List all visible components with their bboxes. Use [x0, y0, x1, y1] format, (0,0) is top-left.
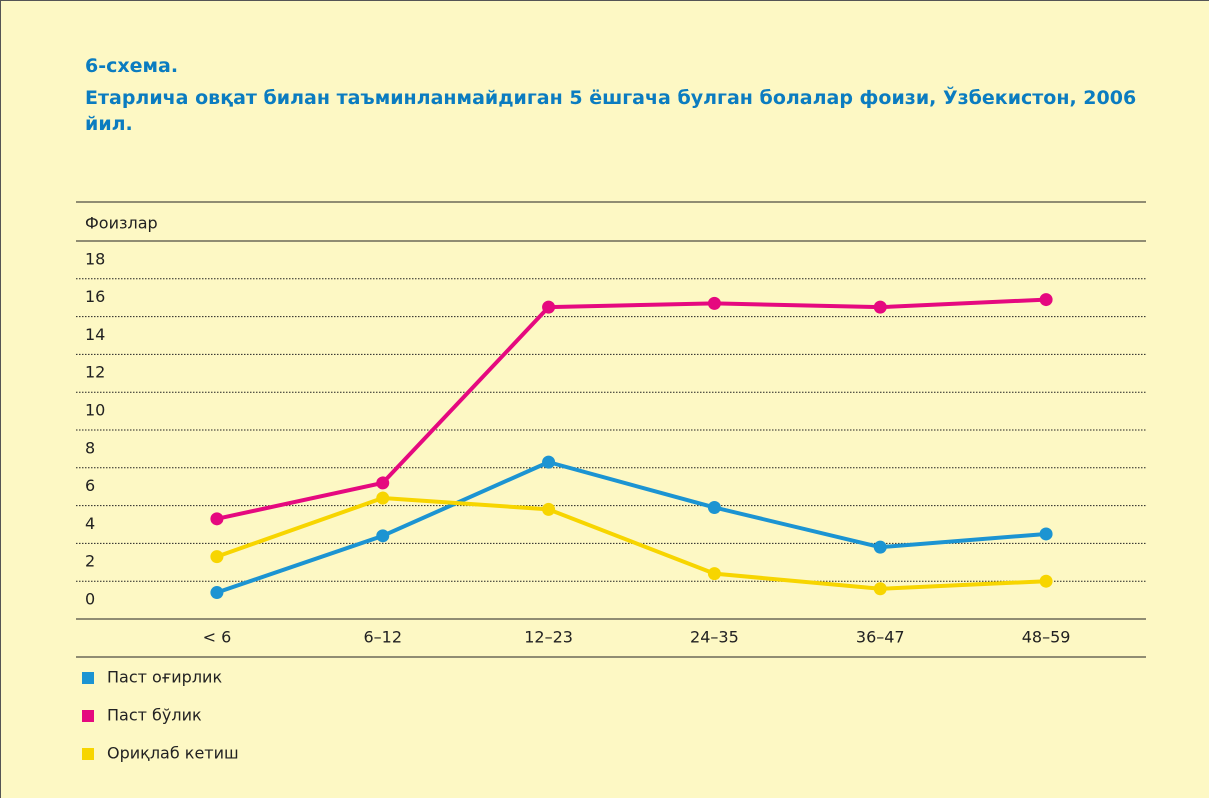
- data-point: [376, 491, 390, 505]
- data-point: [542, 455, 556, 469]
- y-tick-label: 6: [85, 476, 95, 495]
- data-point: [707, 567, 721, 581]
- data-point: [542, 300, 556, 314]
- legend-swatch: [82, 672, 94, 684]
- data-point: [210, 586, 224, 600]
- data-point: [542, 502, 556, 516]
- x-tick-label: 36–47: [856, 628, 905, 647]
- data-point: [1039, 574, 1053, 588]
- data-point: [210, 512, 224, 526]
- y-tick-label: 18: [85, 249, 105, 268]
- data-point: [873, 300, 887, 314]
- y-tick-label: 12: [85, 363, 105, 382]
- series-line: [216, 496, 1047, 591]
- legend-label: Паст бўлик: [107, 706, 202, 725]
- y-tick-label: 4: [85, 514, 95, 533]
- chart-subtitle: Етарлича овқат билан таъминланмайдиган 5…: [85, 87, 1137, 135]
- y-tick-label: 10: [85, 401, 105, 420]
- data-point: [210, 550, 224, 564]
- x-tick-label: 24–35: [690, 628, 739, 647]
- data-point: [376, 529, 390, 543]
- data-point: [1039, 293, 1053, 307]
- data-point: [873, 540, 887, 554]
- legend-swatch: [82, 710, 94, 722]
- legend-swatch: [82, 748, 94, 760]
- y-tick-label: 14: [85, 325, 105, 344]
- series-line: [216, 297, 1047, 521]
- x-tick-label: < 6: [203, 628, 232, 647]
- x-tick-label: 48–59: [1022, 628, 1071, 647]
- data-point: [1039, 527, 1053, 541]
- x-tick-label: 12–23: [524, 628, 573, 647]
- y-tick-label: 16: [85, 287, 105, 306]
- series-line: [216, 460, 1047, 595]
- data-point: [707, 296, 721, 310]
- y-tick-label: 0: [85, 590, 95, 609]
- chart-title: 6-схема.: [85, 55, 179, 77]
- legend-label: Паст оғирлик: [107, 668, 222, 687]
- legend-label: Ориқлаб кетиш: [107, 744, 239, 763]
- data-point: [707, 500, 721, 514]
- x-tick-label: 6–12: [363, 628, 402, 647]
- y-axis-label: Фоизлар: [85, 214, 158, 233]
- data-point: [873, 582, 887, 596]
- data-point: [376, 476, 390, 490]
- y-tick-label: 2: [85, 552, 95, 571]
- y-tick-label: 8: [85, 438, 95, 457]
